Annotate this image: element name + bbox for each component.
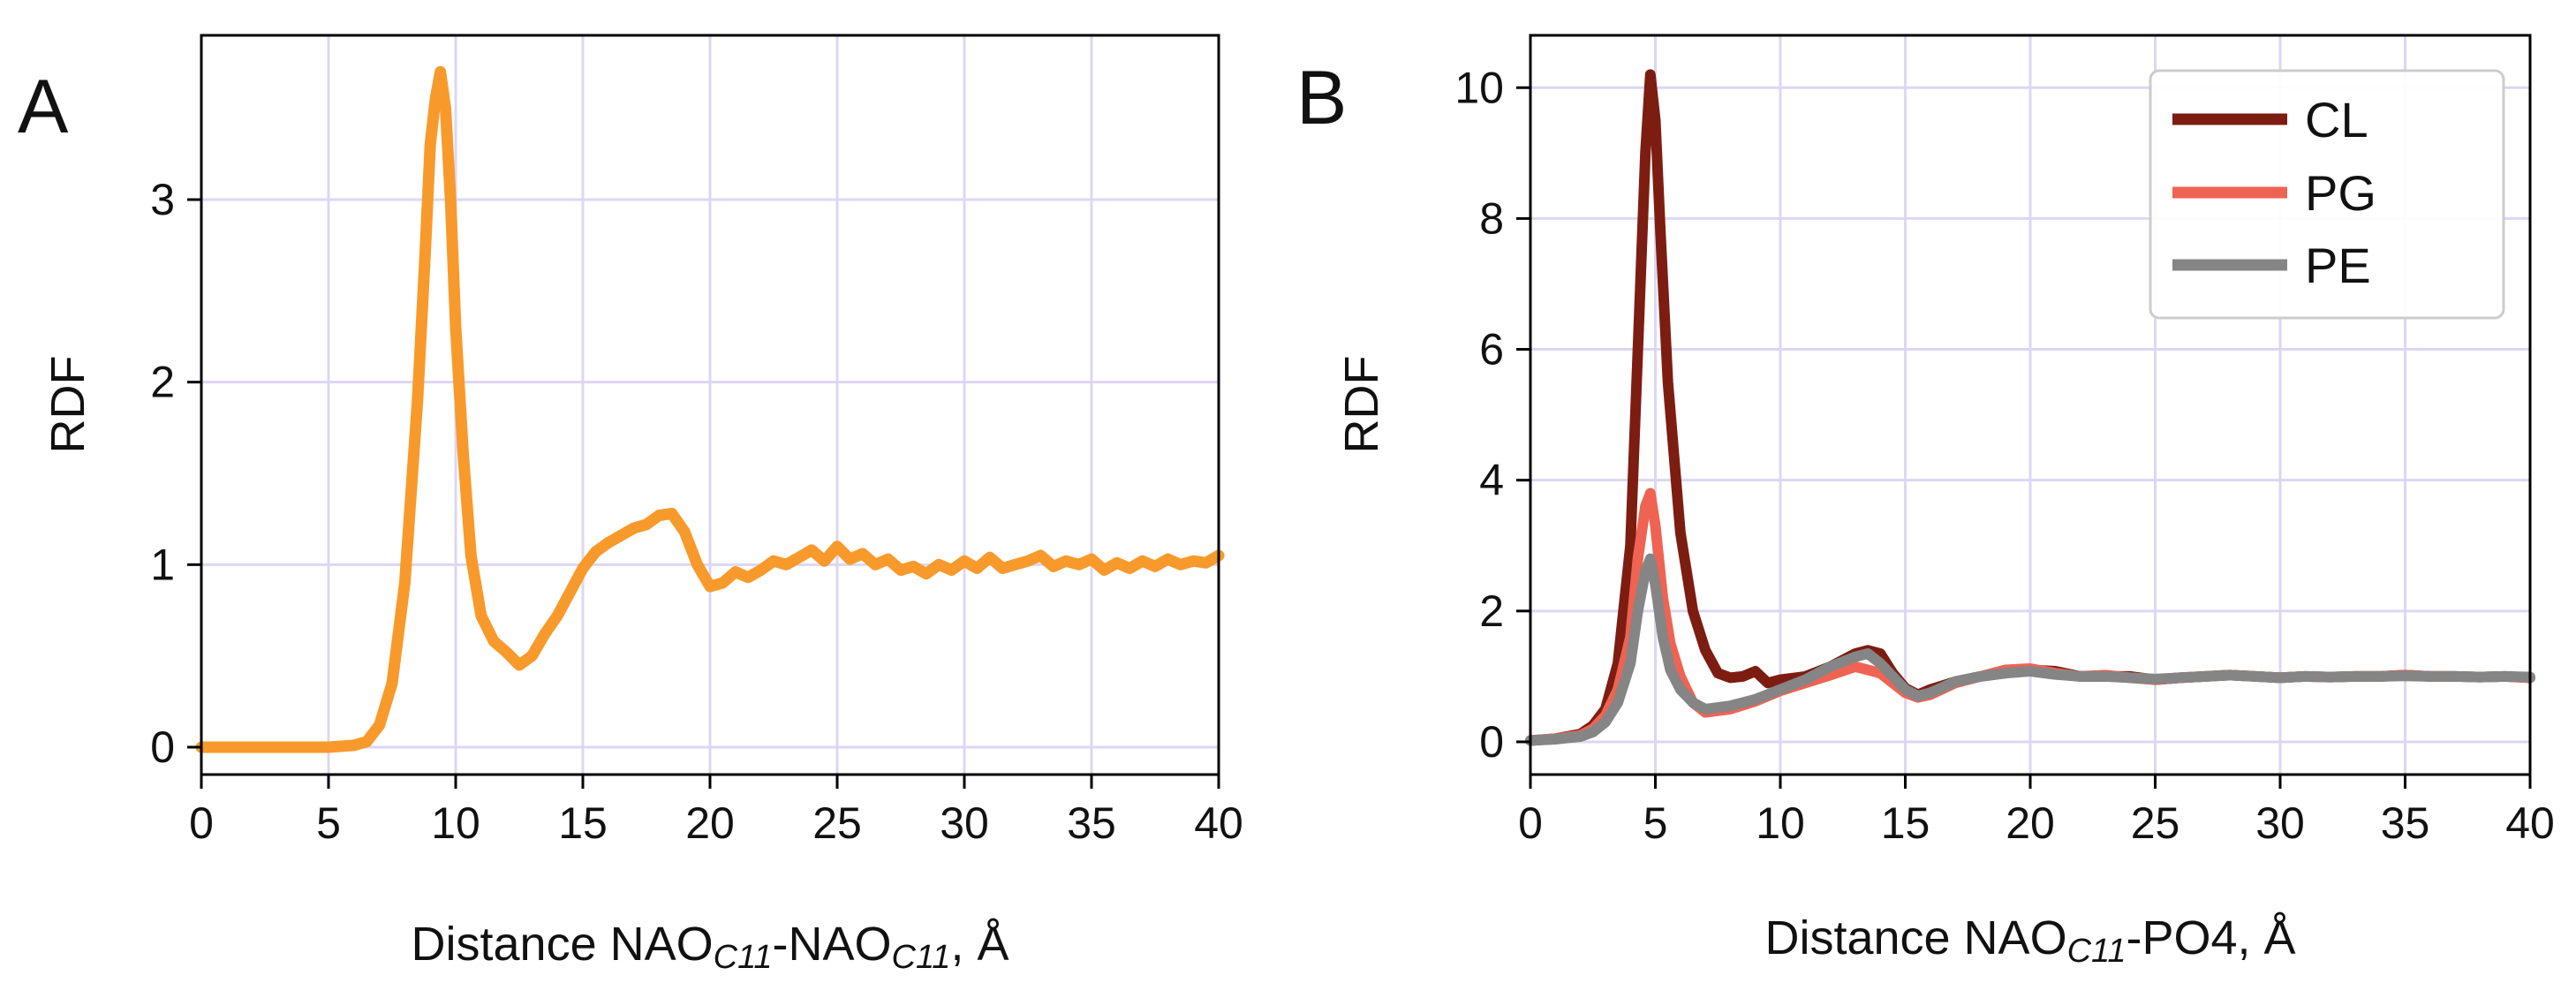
series-a [195,65,1225,753]
ticks-b: 0 5 10 15 20 25 30 35 40 0 2 4 6 8 10 [1454,63,2554,848]
x-tick-label: 15 [1881,798,1930,848]
x-tick-label: 10 [1756,798,1805,848]
legend-label-cl: CL [2305,92,2368,147]
panel-letter-a: A [18,64,69,149]
x-tick-label: 35 [2381,798,2430,848]
y-tick-label: 6 [1479,325,1504,374]
x-axis-label-b-sub1: C11 [2067,933,2127,970]
y-tick-label: 8 [1479,193,1504,243]
legend-box [2149,69,2505,320]
x-tick-label: 10 [431,798,480,848]
series-b [1525,69,2535,746]
x-axis-label-a-suffix: , Å [950,918,1008,971]
legend-label-pg: PG [2305,165,2376,221]
x-axis-label-a-sub2: C11 [892,939,951,976]
x-axis-label-a-mid: -NAO [773,918,892,971]
x-tick-label: 35 [1067,798,1116,848]
x-tick-label: 30 [2255,798,2305,848]
x-tick-label: 25 [2131,798,2180,848]
y-tick-label: 0 [150,722,175,772]
x-tick-label: 5 [1643,798,1668,848]
panel-letter-b: B [1296,56,1347,140]
ticks-a: 0 5 10 15 20 25 30 35 40 0 1 2 3 [150,175,1243,848]
series-line-pe [1525,553,2535,746]
y-tick-label: 1 [150,540,175,589]
x-axis-label-b: Distance NAOC11-PO4, Å [1764,911,2295,970]
legend-b: CL PG PE [2149,69,2505,320]
x-tick-label: 5 [316,798,341,848]
x-axis-label-a-prefix: Distance NAO [412,918,714,971]
x-tick-label: 25 [812,798,862,848]
x-tick-label: 0 [1518,798,1543,848]
x-tick-label: 0 [189,798,214,848]
x-axis-label-a-sub1: C11 [714,939,773,976]
y-tick-label: 2 [1479,586,1504,636]
y-tick-label: 0 [1479,717,1504,767]
x-axis-label-b-prefix: Distance NAO [1764,911,2066,964]
panel-b: B 0 5 10 15 20 25 30 35 40 0 2 4 6 8 10 RDF Distance N… [1296,34,2555,970]
x-tick-label: 40 [2505,798,2555,848]
x-tick-label: 20 [685,798,735,848]
x-axis-label-a: Distance NAOC11-NAOC11, Å [412,918,1009,976]
series-line-nao-nao [195,65,1225,753]
x-tick-label: 30 [940,798,989,848]
y-tick-label: 10 [1454,63,1504,112]
x-axis-label-b-mid: -PO4, Å [2126,911,2295,964]
grid-a [200,35,1220,775]
y-tick-label: 2 [150,358,175,407]
y-tick-label: 3 [150,175,175,224]
x-tick-label: 15 [558,798,608,848]
y-tick-label: 4 [1479,456,1504,505]
x-tick-label: 40 [1194,798,1243,848]
legend-label-pe: PE [2305,238,2371,293]
y-axis-label-a: RDF [42,356,94,454]
y-axis-label-b: RDF [1335,356,1388,454]
x-tick-label: 20 [2006,798,2055,848]
